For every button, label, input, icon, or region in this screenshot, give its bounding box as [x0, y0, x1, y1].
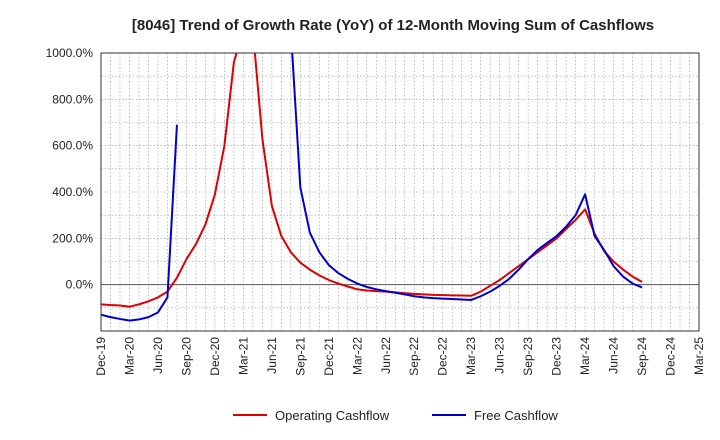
legend-label: Operating Cashflow: [275, 408, 390, 423]
x-tick-label: Jun-21: [265, 337, 279, 374]
y-tick-label: 0.0%: [66, 278, 94, 292]
x-tick-label: Sep-20: [179, 337, 193, 376]
x-tick-label: Mar-21: [236, 337, 250, 375]
plot-series: [101, 53, 643, 322]
series-line-free-cashflow: [101, 53, 643, 322]
y-tick-labels: 0.0% 200.0% 400.0% 600.0% 800.0% 1000.0%: [46, 46, 94, 292]
x-tick-label: Jun-23: [493, 337, 507, 374]
x-tick-label: Sep-23: [521, 337, 535, 376]
legend: Operating Cashflow Free Cashflow: [233, 408, 558, 423]
x-tick-label: Jun-20: [151, 337, 165, 374]
x-tick-label: Sep-24: [635, 337, 649, 376]
x-tick-label: Dec-21: [322, 337, 336, 376]
x-tick-label: Mar-24: [578, 337, 592, 375]
x-tick-label: Mar-25: [692, 337, 706, 375]
x-tick-label: Jun-24: [607, 337, 621, 374]
y-tick-label: 200.0%: [52, 231, 93, 245]
y-tick-label: 400.0%: [52, 185, 93, 199]
x-tick-label: Jun-22: [379, 337, 393, 374]
x-tick-labels: Dec-19 Mar-20 Jun-20 Sep-20 Dec-20 Mar-21 Jun-…: [94, 337, 706, 376]
y-tick-label: 800.0%: [52, 92, 93, 106]
grid-lines: [100, 52, 700, 332]
x-tick-label: Dec-24: [664, 337, 678, 376]
x-tick-label: Mar-23: [464, 337, 478, 375]
x-tick-label: Mar-22: [350, 337, 364, 375]
x-tick-label: Dec-23: [550, 337, 564, 376]
x-tick-label: Sep-22: [407, 337, 421, 376]
x-tick-label: Mar-20: [122, 337, 136, 375]
x-tick-label: Dec-19: [94, 337, 108, 376]
plot-frame: [100, 52, 700, 332]
y-tick-label: 600.0%: [52, 139, 93, 153]
chart-title: [8046] Trend of Growth Rate (YoY) of 12-…: [132, 17, 654, 34]
x-tick-label: Dec-20: [208, 337, 222, 376]
legend-label: Free Cashflow: [474, 408, 558, 423]
x-tick-label: Sep-21: [293, 337, 307, 376]
x-tick-label: Dec-22: [436, 337, 450, 376]
y-tick-label: 1000.0%: [46, 46, 94, 60]
series-line-operating-cashflow: [101, 53, 643, 308]
